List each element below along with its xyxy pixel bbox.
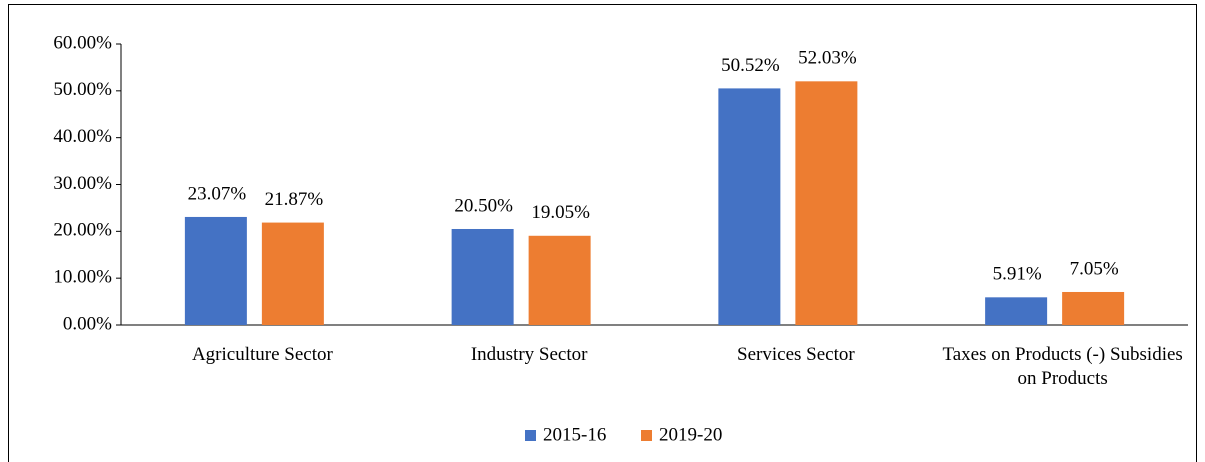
- x-tick-label: Agriculture Sector: [191, 344, 333, 365]
- y-tick-label: 50.00%: [53, 79, 112, 100]
- chart-border: [8, 4, 1197, 462]
- data-label: 21.87%: [265, 189, 324, 210]
- y-tick-label: 10.00%: [53, 267, 112, 288]
- bar: [528, 235, 591, 325]
- y-tick-label: 20.00%: [53, 220, 112, 241]
- bar: [985, 297, 1048, 325]
- x-tick-label: Industry Sector: [470, 344, 588, 365]
- legend-swatch: [525, 430, 536, 441]
- data-label: 52.03%: [798, 48, 857, 69]
- x-tick-label: Services Sector: [737, 344, 855, 365]
- bar: [184, 216, 247, 325]
- y-tick-label: 0.00%: [63, 313, 112, 334]
- data-label: 19.05%: [531, 202, 590, 223]
- bar: [795, 81, 858, 325]
- data-label: 50.52%: [721, 55, 780, 76]
- legend-label: 2019-20: [659, 424, 722, 445]
- data-label: 23.07%: [188, 183, 247, 204]
- data-label: 7.05%: [1070, 258, 1119, 279]
- legend-swatch: [641, 430, 652, 441]
- bar: [718, 88, 781, 325]
- y-tick-label: 30.00%: [53, 173, 112, 194]
- data-label: 5.91%: [993, 264, 1042, 285]
- legend-label: 2015-16: [543, 424, 606, 445]
- bar: [1062, 291, 1125, 325]
- y-tick-label: 60.00%: [53, 32, 112, 53]
- data-label: 20.50%: [454, 195, 513, 216]
- bar: [261, 222, 324, 325]
- bar: [451, 228, 514, 325]
- x-tick-label: Taxes on Products (-) Subsidies on Produ…: [942, 344, 1183, 389]
- y-tick-label: 40.00%: [53, 126, 112, 147]
